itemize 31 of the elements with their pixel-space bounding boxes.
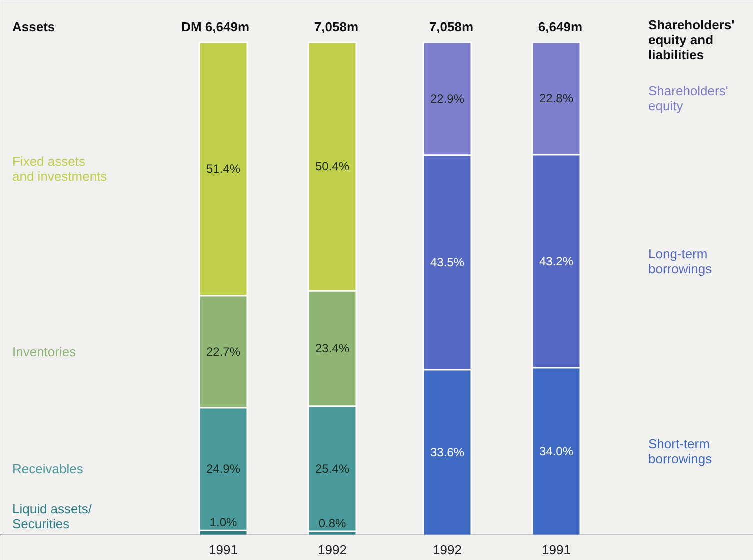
text: Short-term borrowings xyxy=(648,436,713,467)
data-label: 43.2% xyxy=(539,254,574,268)
data-label: 43.5% xyxy=(430,256,465,270)
data-label: 33.6% xyxy=(430,446,465,460)
data-label: 24.9% xyxy=(206,462,241,476)
x-tick-label: 1991 xyxy=(542,542,571,558)
x-tick-label: 1991 xyxy=(209,542,238,558)
x-tick-label: 1992 xyxy=(318,542,347,558)
data-label: 1.0% xyxy=(210,516,238,530)
data-label: 22.9% xyxy=(430,92,465,106)
text: Shareholders' equity xyxy=(648,84,728,114)
data-label: 25.4% xyxy=(315,462,350,476)
text: 7,058m xyxy=(314,20,359,34)
text: Liquid assets/ Securities xyxy=(12,502,92,532)
text: Receivables xyxy=(12,462,84,477)
data-label: 22.8% xyxy=(539,92,574,106)
data-label: 0.8% xyxy=(318,516,347,531)
text: Shareholders' equity and liabilities xyxy=(648,18,735,62)
data-label: 34.0% xyxy=(539,444,574,459)
data-label: 23.4% xyxy=(315,342,350,356)
text: Long-term borrowings xyxy=(648,246,713,276)
text: DM 6,649m xyxy=(182,20,250,34)
text: Inventories xyxy=(12,344,77,360)
text: 7,058m xyxy=(429,20,474,34)
data-label: 51.4% xyxy=(206,162,241,176)
x-tick-label: 1992 xyxy=(433,542,462,558)
data-label: 22.7% xyxy=(206,344,241,359)
text: Assets xyxy=(12,20,56,34)
text: Fixed assets and investments xyxy=(12,154,108,184)
data-label: 50.4% xyxy=(315,160,350,174)
text: 6,649m xyxy=(538,20,583,34)
